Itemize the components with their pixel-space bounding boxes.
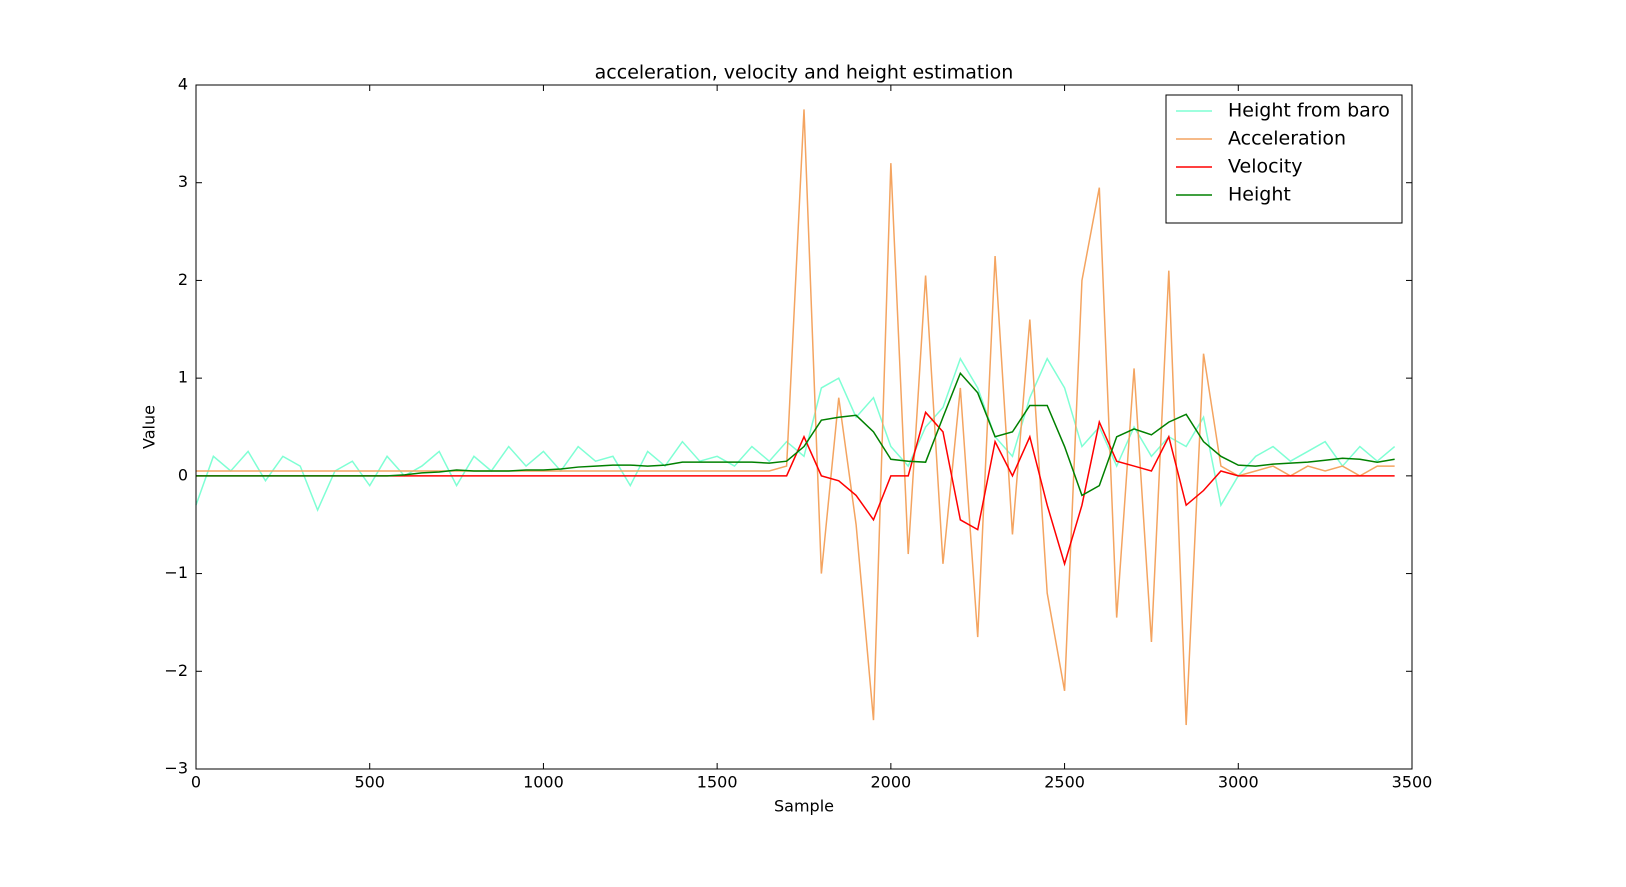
y-tick-label: 3 [178, 172, 188, 191]
legend-box [1165, 94, 1403, 224]
x-tick-label: 1500 [697, 773, 738, 792]
y-tick-label: −1 [164, 563, 188, 582]
series-line [196, 109, 1395, 726]
y-tick-label: −3 [164, 759, 188, 778]
y-tick-label: 0 [178, 465, 188, 484]
x-tick-label: 2000 [870, 773, 911, 792]
y-tick-label: 2 [178, 270, 188, 289]
y-tick-label: 4 [178, 75, 188, 94]
legend-label: Acceleration [1228, 128, 1346, 150]
x-tick-label: 2500 [1044, 773, 1085, 792]
y-tick-label: −2 [164, 661, 188, 680]
y-tick-label: 1 [178, 368, 188, 387]
x-tick-label: 3500 [1392, 773, 1433, 792]
series-line [196, 371, 1395, 497]
x-tick-label: 0 [191, 773, 201, 792]
legend-label: Velocity [1228, 156, 1303, 178]
x-tick-label: 1000 [523, 773, 564, 792]
x-axis-label: Sample [774, 797, 834, 816]
legend-label: Height from baro [1228, 100, 1390, 122]
x-tick-label: 500 [354, 773, 385, 792]
x-tick-label: 3000 [1218, 773, 1259, 792]
series-line [195, 356, 1396, 512]
series-line [196, 410, 1395, 567]
y-axis-label: Value [140, 405, 159, 449]
legend-label: Height [1228, 184, 1291, 206]
chart-title: acceleration, velocity and height estima… [595, 62, 1014, 84]
plot-frame [195, 84, 1413, 770]
